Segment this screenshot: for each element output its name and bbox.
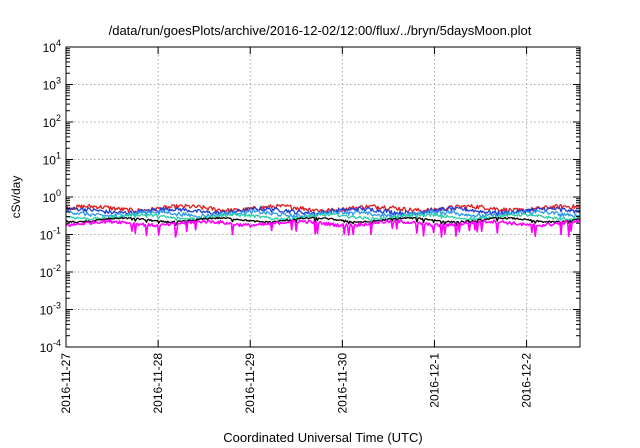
x-tick-label: 2016-11-27: [59, 353, 73, 414]
y-tick-label: 10-3: [40, 301, 61, 318]
y-tick-label: 100: [43, 188, 61, 205]
y-tick-label: 104: [43, 38, 61, 55]
y-tick-label: 10-2: [40, 263, 61, 280]
x-tick-label: 2016-11-28: [151, 353, 165, 414]
y-tick-label: 102: [43, 113, 61, 130]
series-line: [65, 216, 581, 227]
y-tick-label: 101: [43, 151, 61, 168]
x-tick-label: 2016-11-29: [243, 353, 257, 414]
x-tick-label: 2016-12-1: [427, 353, 441, 408]
y-axis-label: cSv/day: [9, 176, 23, 219]
series-line: [65, 219, 581, 238]
grid: [66, 47, 580, 347]
y-tick-label: 10-4: [40, 338, 61, 355]
x-axis-label: Coordinated Universal Time (UTC): [223, 430, 422, 445]
x-tick-label: 2016-12-2: [520, 353, 534, 408]
chart-title: /data/run/goesPlots/archive/2016-12-02/1…: [109, 23, 532, 38]
ticks: 10410310210110010-110-210-310-42016-11-2…: [40, 38, 580, 414]
series-line: [65, 206, 581, 217]
y-tick-label: 103: [43, 76, 61, 93]
series-group: [65, 203, 581, 238]
y-tick-label: 10-1: [40, 226, 61, 243]
series-line: [65, 209, 581, 220]
x-tick-label: 2016-11-30: [335, 353, 349, 414]
